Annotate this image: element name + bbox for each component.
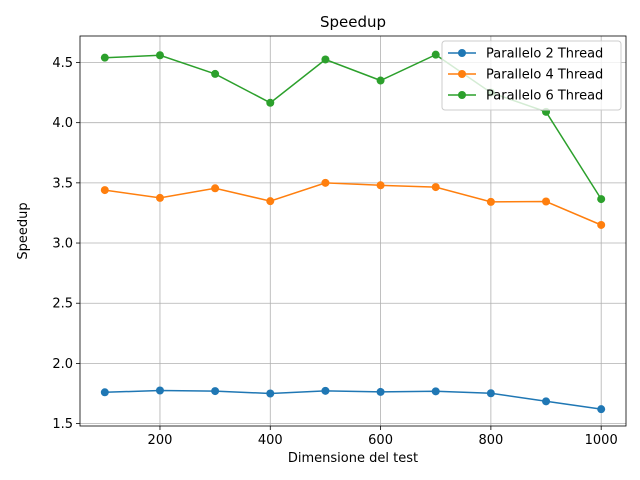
data-point — [321, 178, 330, 187]
data-point — [155, 51, 164, 60]
data-point — [211, 69, 220, 78]
data-point — [431, 183, 440, 192]
y-tick-label: 3.5 — [52, 176, 73, 191]
x-tick-label: 600 — [368, 433, 393, 448]
data-point — [542, 397, 551, 406]
legend-label: Parallelo 4 Thread — [486, 68, 603, 83]
y-tick-label: 2.0 — [52, 357, 73, 372]
legend-box — [441, 40, 622, 111]
series-layer — [100, 50, 606, 414]
data-point — [100, 388, 109, 397]
data-point — [376, 387, 385, 396]
plot-frame — [79, 35, 627, 427]
data-point — [597, 195, 606, 204]
data-point — [100, 186, 109, 195]
series-line — [104, 182, 602, 226]
data-point — [542, 197, 551, 206]
axis-ticks: 200 400 600 800 1000 1.5 2.0 2.5 3.0 3.5 4.0 4.5 — [52, 56, 617, 448]
legend: Parallelo 2 Thread Parallelo 4 Thread Para… — [441, 40, 622, 111]
data-point — [155, 386, 164, 395]
x-axis-label: Dimensione del test — [288, 451, 418, 466]
data-point — [211, 387, 220, 396]
chart-title: Speedup — [320, 13, 386, 31]
x-tick-label: 200 — [148, 433, 173, 448]
data-point — [266, 98, 275, 107]
data-point — [431, 50, 440, 59]
y-tick-label: 2.5 — [52, 297, 73, 312]
grid-lines — [80, 36, 626, 426]
data-point — [376, 76, 385, 85]
data-point — [100, 53, 109, 62]
data-point — [486, 197, 495, 206]
x-tick-label: 800 — [478, 433, 503, 448]
x-tick-label: 400 — [258, 433, 283, 448]
legend-label: Parallelo 6 Thread — [486, 89, 603, 104]
legend-marker — [458, 91, 466, 99]
legend-marker — [458, 70, 466, 78]
x-tick-label: 1000 — [585, 433, 618, 448]
data-point — [486, 389, 495, 398]
data-point — [211, 184, 220, 193]
data-point — [321, 386, 330, 395]
data-point — [266, 389, 275, 398]
y-tick-label: 4.0 — [52, 116, 73, 131]
y-tick-label: 3.0 — [52, 237, 73, 252]
y-axis-label: Speedup — [16, 202, 31, 259]
series-line — [104, 389, 602, 410]
y-tick-label: 1.5 — [52, 417, 73, 432]
data-point — [597, 220, 606, 229]
data-point — [321, 55, 330, 64]
legend-marker — [458, 49, 466, 57]
y-tick-label: 4.5 — [52, 56, 73, 71]
data-point — [597, 405, 606, 414]
legend-label: Parallelo 2 Thread — [486, 47, 603, 62]
data-point — [376, 181, 385, 190]
data-point — [155, 193, 164, 202]
data-point — [266, 197, 275, 206]
data-point — [431, 387, 440, 396]
